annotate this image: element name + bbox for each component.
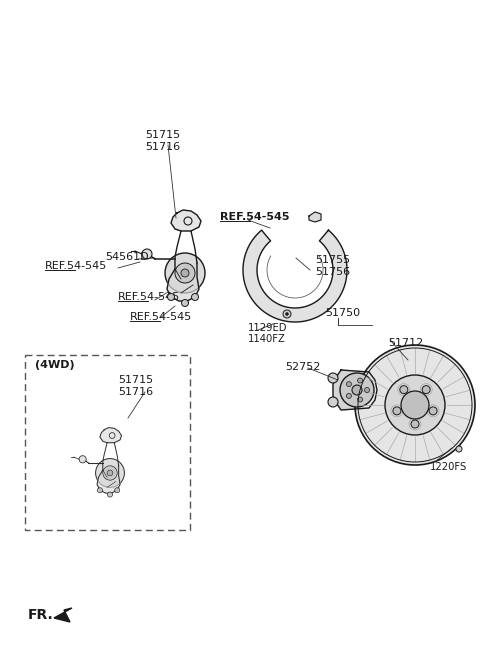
Circle shape [422, 386, 430, 394]
Polygon shape [167, 263, 199, 301]
Polygon shape [333, 370, 377, 410]
Bar [25, 355, 190, 530]
Circle shape [355, 345, 475, 465]
Circle shape [358, 397, 362, 402]
Circle shape [364, 388, 370, 392]
Text: 51750: 51750 [325, 308, 360, 318]
Circle shape [400, 386, 408, 394]
Circle shape [385, 375, 445, 435]
Text: 51715: 51715 [145, 130, 180, 140]
Text: REF.54-545: REF.54-545 [220, 212, 289, 222]
Circle shape [165, 253, 205, 293]
Circle shape [340, 373, 374, 407]
Circle shape [181, 269, 189, 277]
Text: REF.54-545: REF.54-545 [130, 312, 192, 322]
Circle shape [401, 391, 429, 419]
Polygon shape [97, 466, 120, 493]
Polygon shape [309, 212, 321, 222]
Text: (4WD): (4WD) [35, 360, 74, 370]
Text: 51716: 51716 [145, 142, 180, 152]
Text: FR.: FR. [28, 608, 54, 622]
Circle shape [107, 470, 113, 476]
Text: 51716: 51716 [118, 387, 153, 397]
Text: 1129ED: 1129ED [248, 323, 288, 333]
Text: 1140FZ: 1140FZ [248, 334, 286, 344]
Circle shape [347, 382, 351, 386]
Text: 1220FS: 1220FS [430, 462, 467, 472]
Circle shape [142, 249, 152, 259]
Circle shape [352, 385, 362, 395]
Circle shape [115, 487, 120, 493]
Circle shape [96, 459, 124, 487]
Text: REF.54-545: REF.54-545 [45, 261, 107, 271]
Circle shape [347, 394, 351, 398]
Polygon shape [171, 210, 201, 231]
Circle shape [411, 420, 419, 428]
Text: 54561D: 54561D [105, 252, 149, 262]
Circle shape [168, 293, 175, 300]
Circle shape [79, 456, 86, 463]
Circle shape [286, 312, 288, 316]
Polygon shape [100, 428, 121, 443]
Circle shape [456, 446, 462, 452]
Text: 51756: 51756 [315, 267, 350, 277]
Polygon shape [54, 608, 72, 622]
Circle shape [328, 373, 338, 383]
Circle shape [192, 293, 199, 300]
Text: 51712: 51712 [388, 338, 423, 348]
Circle shape [181, 300, 189, 306]
Circle shape [175, 263, 195, 283]
Circle shape [108, 492, 112, 497]
Text: REF.54-545: REF.54-545 [118, 292, 180, 302]
Polygon shape [243, 230, 347, 322]
Circle shape [328, 397, 338, 407]
Circle shape [429, 407, 437, 415]
Text: 51715: 51715 [118, 375, 153, 385]
Circle shape [103, 466, 117, 480]
Text: 52752: 52752 [285, 362, 320, 372]
Circle shape [283, 310, 291, 318]
Text: 51755: 51755 [315, 255, 350, 265]
Circle shape [97, 487, 102, 493]
Circle shape [358, 378, 362, 383]
Circle shape [393, 407, 401, 415]
